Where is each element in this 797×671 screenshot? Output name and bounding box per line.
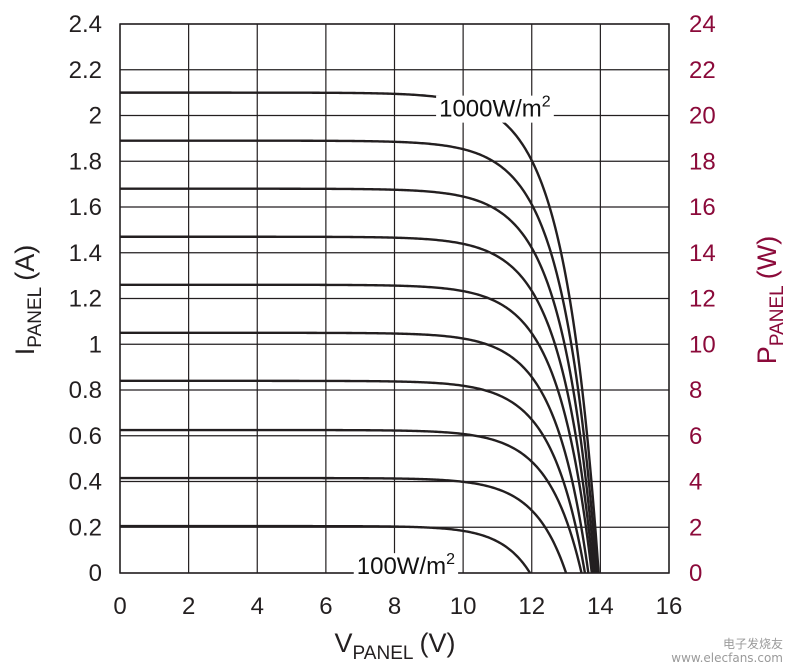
y-right-tick-1: 2 (689, 514, 702, 541)
y-right-tick-0: 0 (689, 560, 702, 587)
x-tick-2: 4 (251, 593, 264, 620)
annotation-bg-0 (436, 95, 554, 123)
y-left-tick-labels: 0 0.2 0.4 0.6 0.8 1 1.2 1.4 1.6 1.8 2 2.2 2.4 (69, 11, 102, 587)
y-left-tick-0: 0 (89, 560, 102, 587)
annotation-bg-1 (353, 553, 459, 581)
y-left-tick-6: 1.2 (69, 286, 102, 313)
y-left-tick-4: 0.8 (69, 377, 102, 404)
current-curve-9 (120, 524, 532, 574)
y-right-tick-12: 24 (689, 11, 716, 38)
current-curve-2 (120, 187, 597, 574)
y-left-tick-11: 2.2 (69, 57, 102, 84)
y-left-tick-7: 1.4 (69, 240, 102, 267)
y-left-axis-title: IPANEL(A) (10, 245, 46, 355)
x-tick-4: 8 (388, 593, 401, 620)
y-right-tick-2: 4 (689, 469, 702, 496)
current-curve-6 (120, 379, 587, 574)
current-curve-7 (120, 428, 583, 574)
watermark-line1: 电子发烧友 (722, 637, 783, 651)
y-left-tick-10: 2 (89, 103, 102, 130)
x-tick-0: 0 (113, 593, 126, 620)
y-left-tick-2: 0.4 (69, 469, 102, 496)
current-curve-1 (120, 139, 599, 574)
current-curve-5 (120, 331, 590, 574)
y-left-tick-3: 0.6 (69, 423, 102, 450)
y-right-tick-3: 6 (689, 423, 702, 450)
y-right-tick-9: 18 (689, 148, 716, 175)
current-curve-0 (119, 91, 600, 574)
current-curve-4 (119, 283, 593, 574)
watermark: 电子发烧友 www.elecfans.com (671, 637, 783, 665)
current-curve-8 (120, 476, 568, 574)
y-left-tick-1: 0.2 (69, 514, 102, 541)
x-tick-8: 16 (656, 593, 683, 620)
y-left-tick-8: 1.6 (69, 194, 102, 221)
y-left-tick-9: 1.8 (69, 148, 102, 175)
x-axis-title: VPANEL (V) (335, 628, 456, 664)
x-tick-1: 2 (182, 593, 195, 620)
y-left-tick-12: 2.4 (69, 11, 102, 38)
y-right-tick-11: 22 (689, 57, 716, 84)
x-tick-3: 6 (319, 593, 332, 620)
y-left-tick-5: 1 (89, 331, 102, 358)
annotation-1000w: 1000W/m2 (439, 94, 551, 123)
curves (119, 91, 600, 574)
watermark-line2: www.elecfans.com (671, 651, 783, 665)
y-right-tick-4: 8 (689, 377, 702, 404)
x-tick-labels: 0 2 4 6 8 10 12 14 16 (113, 593, 682, 620)
y-right-tick-10: 20 (689, 103, 716, 130)
x-tick-6: 12 (518, 593, 545, 620)
x-tick-5: 10 (450, 593, 477, 620)
annotation-100w: 100W/m2 (357, 551, 455, 580)
current-curve-3 (120, 235, 595, 574)
x-tick-7: 14 (587, 593, 614, 620)
y-right-tick-6: 12 (689, 286, 716, 313)
y-right-tick-5: 10 (689, 331, 716, 358)
y-right-axis-title: PPANEL(W) (752, 236, 788, 364)
y-right-tick-7: 14 (689, 240, 716, 267)
y-right-tick-8: 16 (689, 194, 716, 221)
